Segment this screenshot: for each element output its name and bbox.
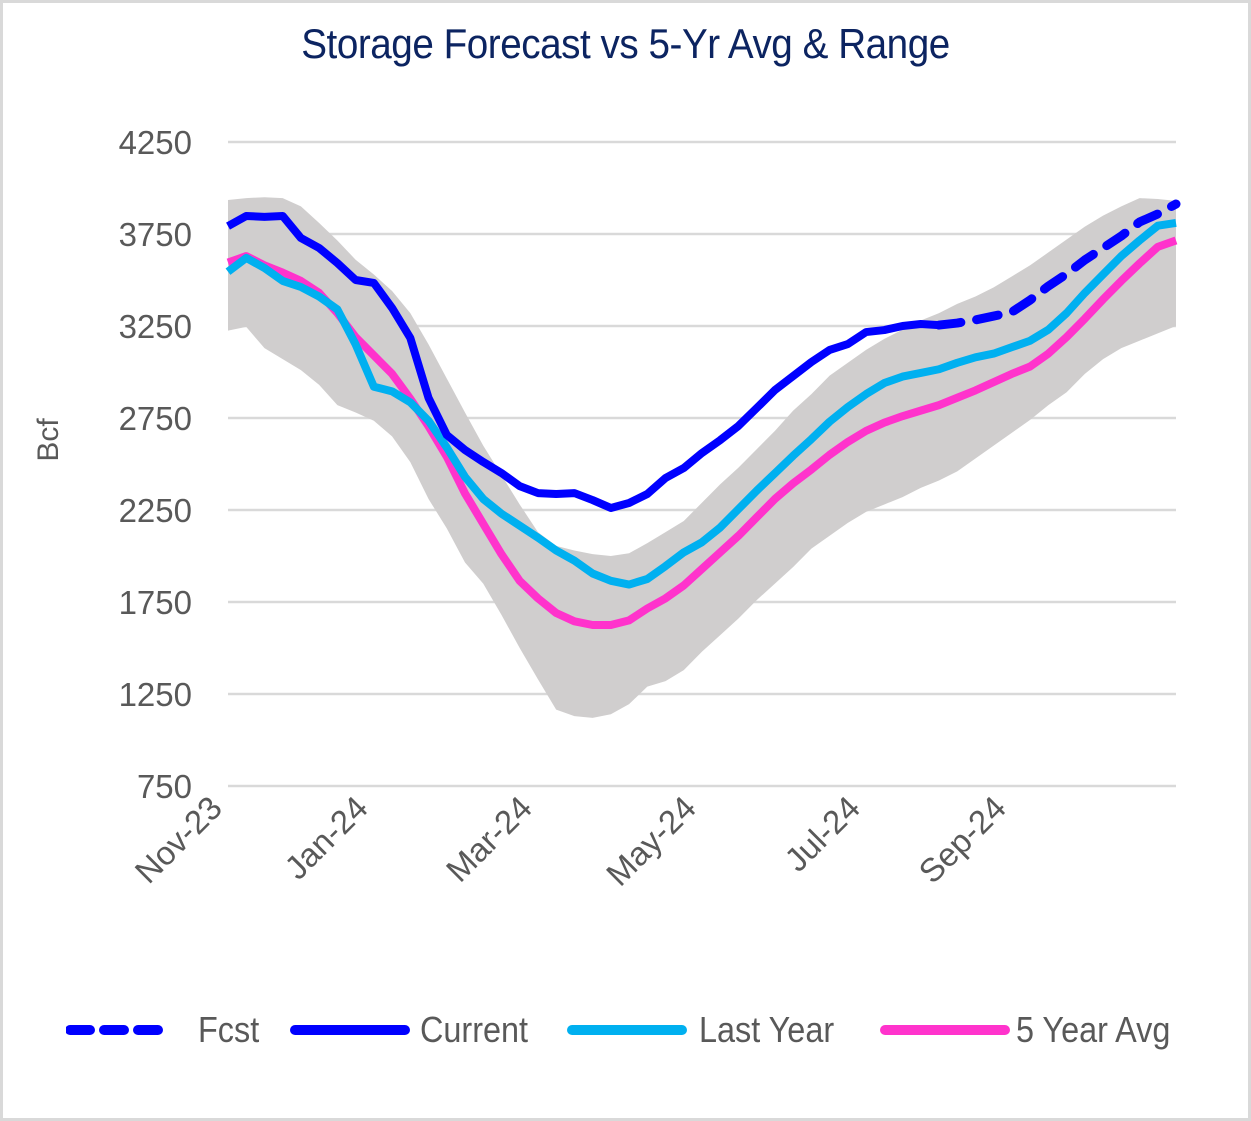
series-line-fcst	[934, 199, 1181, 330]
legend-item-fcst[interactable]: Fcst	[66, 1005, 266, 1055]
legend-label: Last Year	[699, 1009, 835, 1050]
y-tick-label: 1750	[119, 584, 192, 621]
x-tick-label: Sep-24	[911, 789, 1012, 890]
legend-label: Fcst	[198, 1009, 260, 1050]
y-tick-label: 4250	[119, 124, 192, 161]
series-line-current	[226, 211, 940, 512]
legend-swatch-last-year	[567, 1025, 687, 1035]
series-line-5-year-avg	[226, 236, 1178, 629]
y-tick-label: 2750	[119, 400, 192, 437]
series-lines	[225, 199, 1181, 629]
y-tick-label: 3750	[119, 216, 192, 253]
y-axis-label: Bcf	[32, 418, 65, 462]
legend-swatch-current	[290, 1025, 410, 1035]
gridlines	[228, 140, 1176, 788]
y-tick-label: 750	[137, 768, 192, 805]
chart-title: Storage Forecast vs 5-Yr Avg & Range	[301, 20, 950, 67]
legend: Fcst Current Last Year 5 Year Avg	[0, 1005, 1251, 1055]
legend-label: 5 Year Avg	[1016, 1009, 1171, 1050]
y-axis-ticks: 4250 3750 3250 2750 2250 1750 1250 750	[119, 124, 192, 805]
legend-swatch-fcst	[66, 1025, 176, 1035]
x-axis-ticks: Nov-23 Jan-24 Mar-24 May-24 Jul-24 Sep-24	[128, 789, 1013, 893]
legend-label: Current	[420, 1009, 529, 1050]
y-tick-label: 1250	[119, 676, 192, 713]
y-tick-label: 2250	[119, 492, 192, 529]
legend-item-current[interactable]: Current	[290, 1005, 540, 1055]
x-tick-label: Jan-24	[277, 789, 375, 887]
legend-item-last-year[interactable]: Last Year	[567, 1005, 849, 1055]
x-tick-label: Jul-24	[777, 789, 867, 879]
legend-item-5yr-avg[interactable]: 5 Year Avg	[880, 1005, 1188, 1055]
series-line-last-year	[225, 219, 1177, 589]
x-tick-label: Mar-24	[439, 789, 539, 889]
y-tick-label: 3250	[119, 308, 192, 345]
legend-swatch-5yr-avg	[880, 1025, 1010, 1035]
x-tick-label: May-24	[599, 789, 703, 893]
